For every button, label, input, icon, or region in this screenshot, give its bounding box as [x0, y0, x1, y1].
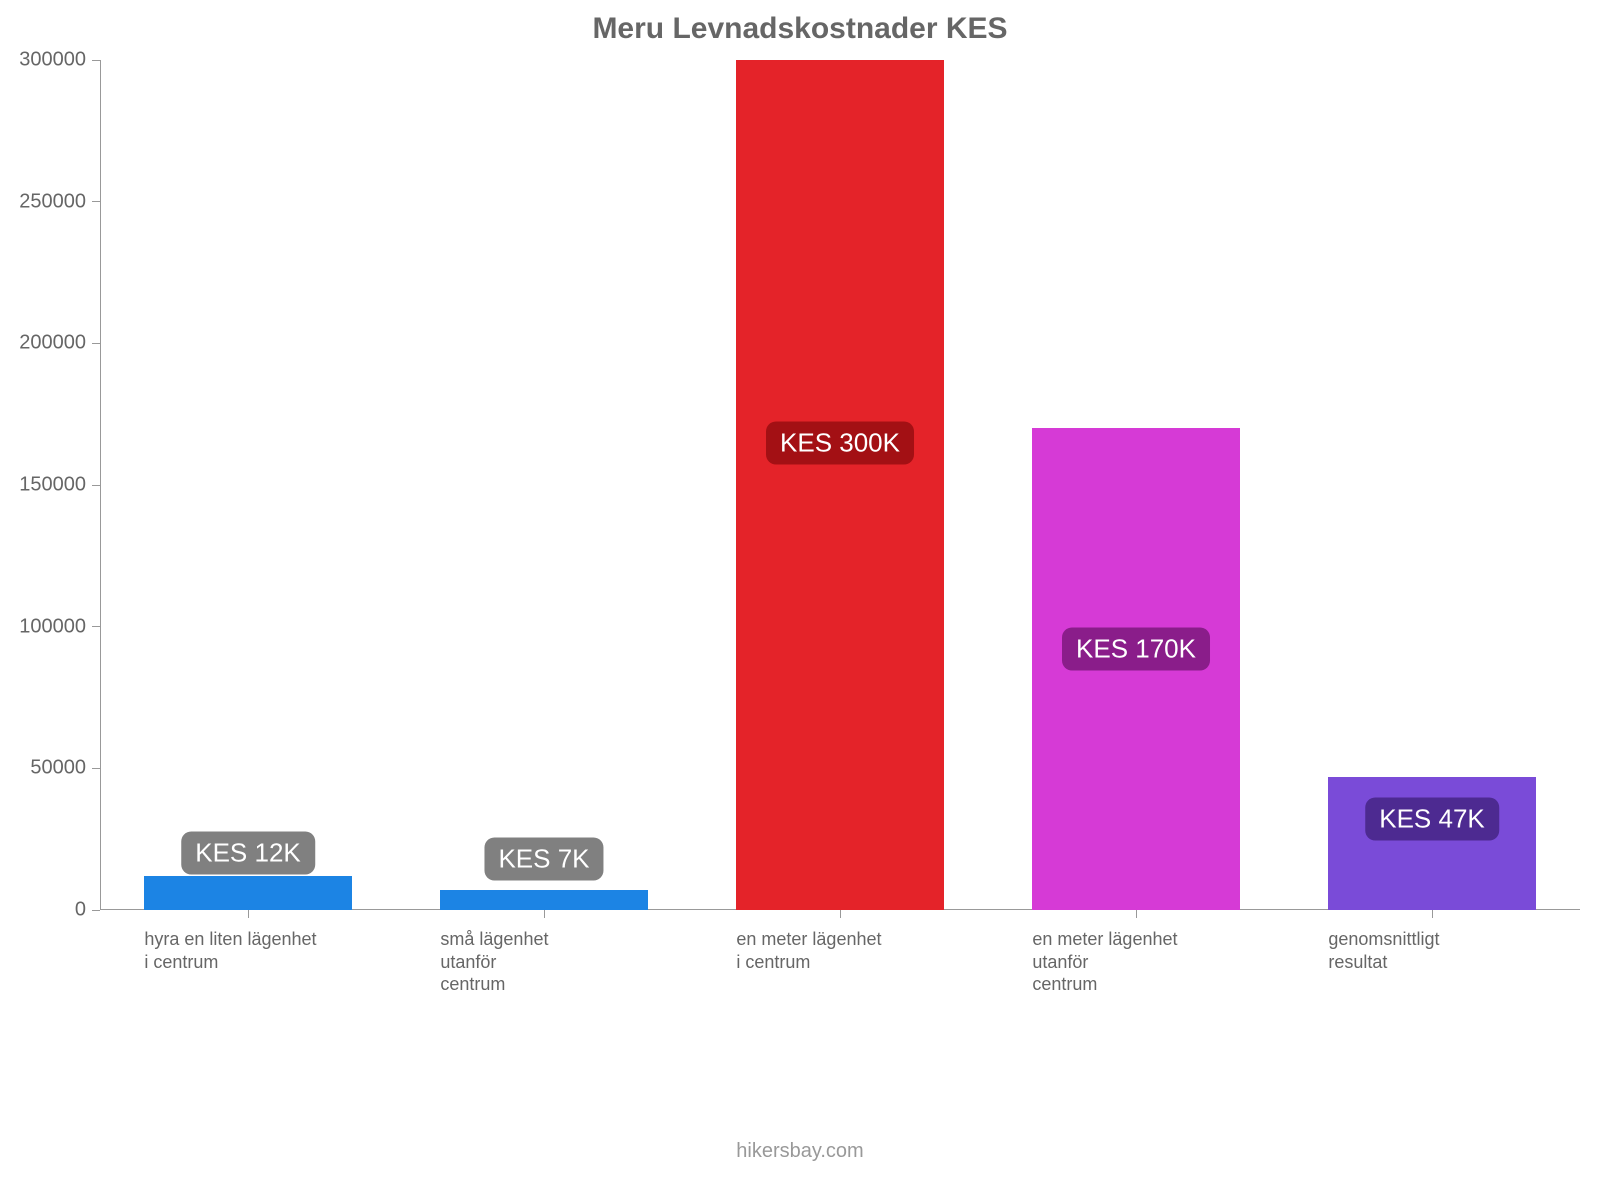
credit-text: hikersbay.com [0, 1140, 1600, 1163]
y-tick-mark [92, 768, 100, 769]
bar-value-label: KES 300K [766, 421, 914, 464]
x-category-label: hyra en liten lägenhet i centrum [144, 928, 391, 973]
x-tick-mark [840, 910, 841, 918]
y-tick-mark [92, 201, 100, 202]
chart-container: Meru Levnadskostnader KES 05000010000015… [0, 0, 1600, 1200]
x-category-label: en meter lägenhet utanför centrum [1032, 928, 1279, 996]
y-tick-mark [92, 60, 100, 61]
x-tick-mark [544, 910, 545, 918]
y-tick-label: 0 [0, 899, 86, 922]
x-tick-mark [1136, 910, 1137, 918]
y-tick-mark [92, 343, 100, 344]
y-tick-mark [92, 626, 100, 627]
y-tick-mark [92, 485, 100, 486]
bar [440, 890, 647, 910]
bar [736, 60, 943, 910]
y-tick-label: 150000 [0, 474, 86, 497]
y-tick-label: 100000 [0, 615, 86, 638]
bar-value-label: KES 47K [1365, 798, 1499, 841]
x-category-label: små lägenhet utanför centrum [440, 928, 687, 996]
bar-value-label: KES 12K [181, 832, 315, 875]
y-tick-label: 250000 [0, 190, 86, 213]
bar-value-label: KES 7K [484, 838, 603, 881]
y-tick-label: 300000 [0, 49, 86, 72]
y-tick-label: 50000 [0, 757, 86, 780]
x-tick-mark [1432, 910, 1433, 918]
y-axis-line [100, 60, 101, 910]
y-tick-mark [92, 910, 100, 911]
y-tick-label: 200000 [0, 332, 86, 355]
bar [144, 876, 351, 910]
plot-area: 050000100000150000200000250000300000KES … [100, 60, 1580, 910]
bar-value-label: KES 170K [1062, 628, 1210, 671]
chart-title: Meru Levnadskostnader KES [0, 12, 1600, 46]
bar [1328, 777, 1535, 910]
x-tick-mark [248, 910, 249, 918]
x-category-label: en meter lägenhet i centrum [736, 928, 983, 973]
x-category-label: genomsnittligt resultat [1328, 928, 1575, 973]
